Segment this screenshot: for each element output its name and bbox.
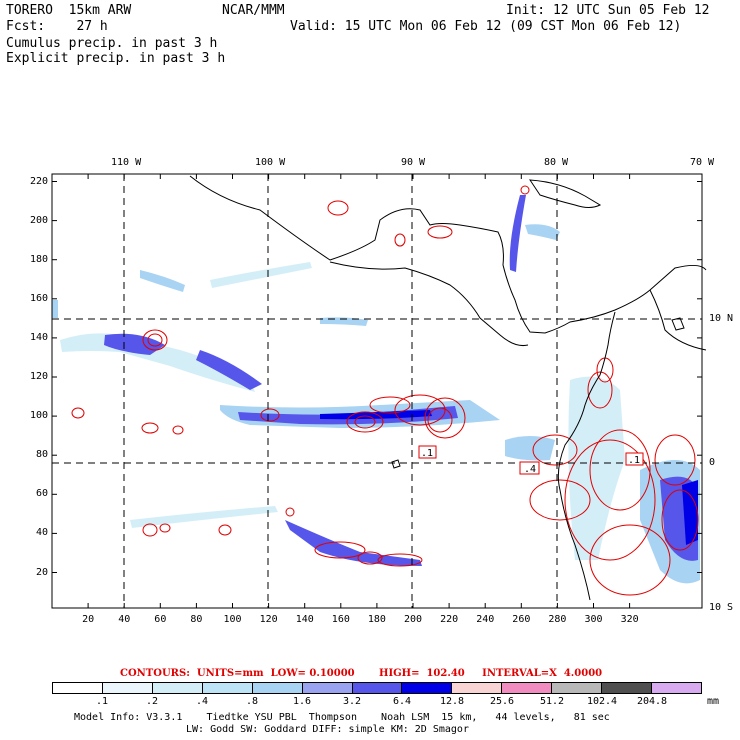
legend-label: .4 bbox=[195, 696, 209, 707]
legend-swatch bbox=[652, 683, 701, 693]
legend-swatch bbox=[352, 683, 403, 693]
legend-swatch bbox=[202, 683, 253, 693]
x-tick-label: 80 bbox=[190, 614, 203, 625]
model-info: Model Info: V3.3.1 Tiedtke YSU PBL Thomp… bbox=[74, 712, 610, 723]
legend-swatch bbox=[152, 683, 203, 693]
lon-label: 110 W bbox=[111, 157, 142, 168]
x-tick-label: 60 bbox=[154, 614, 167, 625]
contour-label: .1 bbox=[421, 448, 433, 459]
contour-label: .4 bbox=[524, 464, 536, 475]
legend-swatch bbox=[402, 683, 453, 693]
legend-swatch bbox=[102, 683, 153, 693]
y-tick-label: 220 bbox=[30, 175, 49, 187]
contour-label: .1 bbox=[628, 455, 640, 466]
x-tick-label: 160 bbox=[331, 614, 350, 625]
y-tick-label: 100 bbox=[30, 410, 49, 422]
x-tick-label: 300 bbox=[584, 614, 603, 625]
x-tick-label: 220 bbox=[440, 614, 459, 625]
coastlines bbox=[189, 175, 707, 601]
x-tick-label: 140 bbox=[295, 614, 314, 625]
model-title: TORERO 15km ARW bbox=[6, 3, 132, 18]
legend-label: 102.4 bbox=[586, 696, 618, 707]
color-legend bbox=[52, 682, 702, 694]
forecast-hour: Fcst: 27 h bbox=[6, 19, 108, 34]
x-tick-label: 20 bbox=[82, 614, 95, 625]
cumulus-legend: Cumulus precip. in past 3 h bbox=[6, 36, 218, 51]
x-axis-ticks bbox=[87, 174, 631, 608]
y-tick-label: 160 bbox=[30, 292, 49, 304]
contour-label-boxes: .1 .4 .1 bbox=[418, 445, 644, 475]
x-tick-label: 100 bbox=[223, 614, 242, 625]
explicit-contours bbox=[71, 185, 699, 596]
x-tick-label: 320 bbox=[620, 614, 639, 625]
x-tick-label: 40 bbox=[118, 614, 131, 625]
y-tick-label: 20 bbox=[36, 566, 49, 578]
legend-swatch bbox=[252, 683, 303, 693]
lat-label: 10 S bbox=[709, 602, 734, 613]
x-tick-label: 200 bbox=[404, 614, 423, 625]
y-tick-label: 120 bbox=[30, 371, 49, 382]
init-time: Init: 12 UTC Sun 05 Feb 12 bbox=[506, 3, 710, 18]
valid-time: Valid: 15 UTC Mon 06 Feb 12 (09 CST Mon … bbox=[290, 19, 682, 34]
legend-swatch bbox=[452, 683, 503, 693]
precip-shading bbox=[52, 195, 700, 584]
y-tick-label: 200 bbox=[30, 214, 49, 226]
legend-swatch bbox=[53, 683, 103, 693]
x-tick-label: 280 bbox=[548, 614, 567, 625]
legend-swatch bbox=[602, 683, 653, 693]
legend-label: 6.4 bbox=[392, 696, 412, 707]
legend-unit: mm bbox=[707, 696, 720, 707]
legend-label: .1 bbox=[95, 696, 109, 707]
legend-label: 204.8 bbox=[636, 696, 668, 707]
legend-swatch bbox=[502, 683, 553, 693]
grid-lines bbox=[52, 174, 702, 608]
y-axis-ticks bbox=[52, 181, 702, 573]
lon-label: 90 W bbox=[401, 157, 426, 168]
y-tick-label: 140 bbox=[30, 331, 49, 343]
legend-swatch bbox=[552, 683, 603, 693]
lon-label: 80 W bbox=[544, 157, 569, 168]
legend-label: 12.8 bbox=[439, 696, 465, 707]
legend-label: .2 bbox=[145, 696, 159, 707]
lat-label: 10 N bbox=[709, 313, 734, 324]
y-tick-label: 180 bbox=[30, 253, 49, 265]
contours-info: CONTOURS: UNITS=mm LOW= 0.10000 HIGH= 10… bbox=[120, 668, 603, 679]
lat-label: 0 bbox=[709, 457, 716, 468]
org-label: NCAR/MMM bbox=[222, 3, 285, 18]
legend-label: 3.2 bbox=[342, 696, 362, 707]
y-tick-label: 40 bbox=[36, 527, 49, 539]
y-tick-label: 60 bbox=[36, 488, 49, 500]
x-tick-label: 180 bbox=[367, 614, 386, 625]
x-tick-label: 240 bbox=[476, 614, 495, 625]
legend-label: .8 bbox=[245, 696, 259, 707]
legend-label: 1.6 bbox=[292, 696, 312, 707]
lon-label: 70 W bbox=[690, 157, 715, 168]
x-tick-label: 120 bbox=[259, 614, 278, 625]
legend-label: 51.2 bbox=[539, 696, 565, 707]
legend-label: 25.6 bbox=[489, 696, 515, 707]
x-tick-label: 260 bbox=[512, 614, 531, 625]
physics-info: LW: Godd SW: Goddard DIFF: simple KM: 2D… bbox=[186, 724, 469, 735]
y-tick-label: 80 bbox=[36, 449, 49, 461]
legend-swatch bbox=[302, 683, 353, 693]
explicit-legend: Explicit precip. in past 3 h bbox=[6, 51, 226, 66]
lon-label: 100 W bbox=[255, 157, 286, 168]
